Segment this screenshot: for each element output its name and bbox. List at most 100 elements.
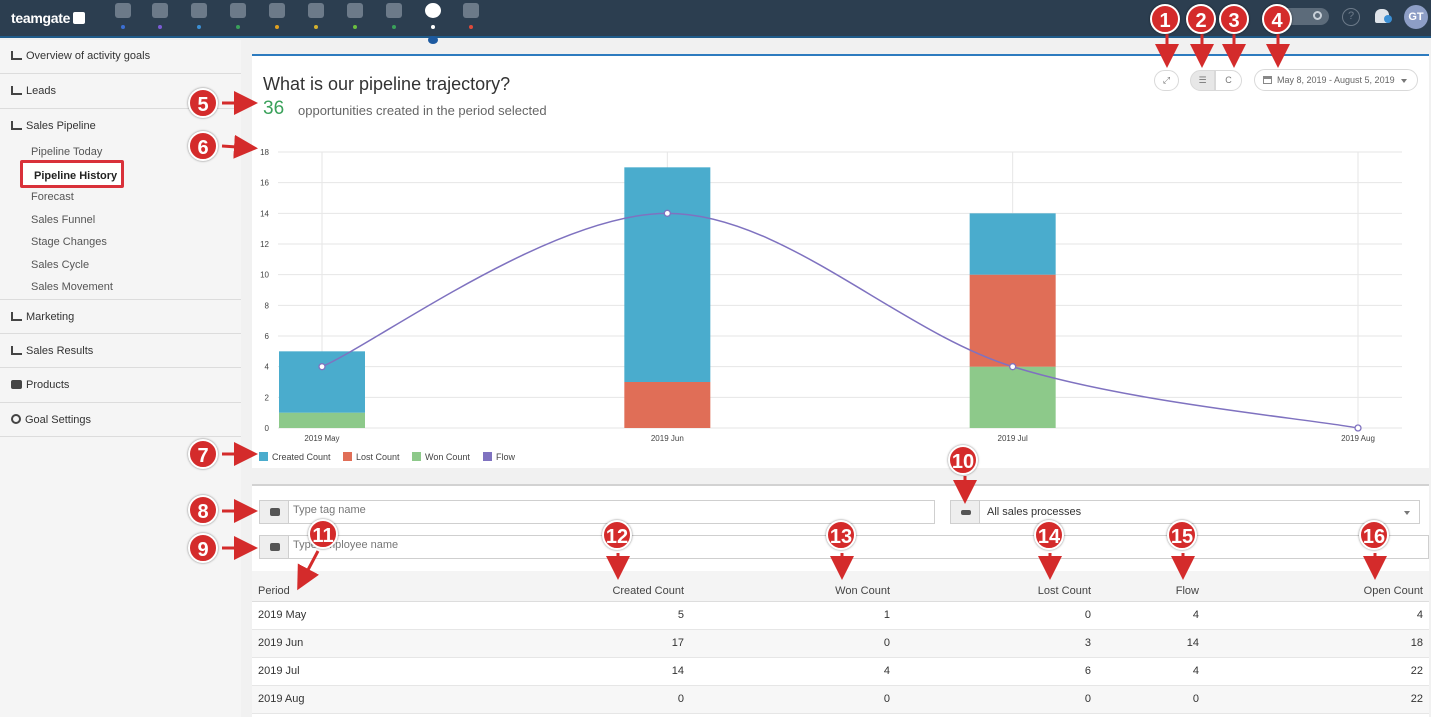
- table-row[interactable]: 2019 Jun 17 0 3 14 18: [252, 629, 1429, 658]
- table-row[interactable]: 2019 Aug 0 0 0 0 22: [252, 685, 1429, 714]
- reports-icon[interactable]: [422, 2, 444, 30]
- callout-8: 8: [188, 495, 218, 525]
- employee-input[interactable]: [293, 539, 693, 551]
- dashboard-icon-glyph: [115, 3, 131, 18]
- callout-4: 4: [1262, 4, 1292, 34]
- sidebar-item-sales-results[interactable]: Sales Results: [0, 334, 241, 368]
- table-cell: 0: [896, 601, 1097, 630]
- bar-won-count: [969, 366, 1056, 428]
- y-tick-label: 16: [260, 179, 269, 188]
- search-icon: [1313, 11, 1322, 20]
- box-icon: [11, 380, 22, 389]
- table-cell: 14: [402, 657, 690, 686]
- sidebar-item-overview[interactable]: Overview of activity goals: [0, 40, 241, 74]
- sidebar-sub-sales-cycle[interactable]: Sales Cycle: [31, 259, 90, 271]
- opportunities-count-label: opportunities created in the period sele…: [298, 103, 547, 118]
- sidebar-sub-stage-changes[interactable]: Stage Changes: [31, 236, 107, 248]
- bar-chart-icon: [11, 312, 22, 321]
- table-header-row: Period Created Count Won Count Lost Coun…: [252, 571, 1429, 602]
- table-cell: 18: [1205, 629, 1429, 658]
- sidebar-sub-sales-funnel[interactable]: Sales Funnel: [31, 214, 96, 226]
- table-row[interactable]: 2019 May 5 1 0 4 4: [252, 601, 1429, 630]
- sidebar-item-goal-settings[interactable]: Goal Settings: [0, 403, 241, 437]
- nav-dot: [121, 25, 125, 29]
- list-view-button[interactable]: ☰: [1190, 70, 1215, 91]
- user-avatar[interactable]: GT: [1404, 5, 1428, 29]
- nav-dot: [158, 25, 162, 29]
- col-flow[interactable]: Flow: [1097, 571, 1205, 602]
- nav-dot: [236, 25, 240, 29]
- bar-chart-icon: [11, 121, 22, 130]
- col-open-count[interactable]: Open Count: [1205, 571, 1429, 602]
- bar-created-count: [279, 351, 365, 413]
- callout-12: 12: [602, 520, 632, 550]
- table-cell: 14: [1097, 629, 1205, 658]
- callout-9: 9: [188, 533, 218, 563]
- dashboard-icon[interactable]: [112, 2, 134, 30]
- y-tick-label: 6: [265, 332, 270, 341]
- sidebar-item-products[interactable]: Products: [0, 368, 241, 403]
- callout-7: 7: [188, 439, 218, 469]
- mail-icon[interactable]: [460, 2, 482, 30]
- sidebar-sub-forecast[interactable]: Forecast: [31, 191, 74, 203]
- leads-icon[interactable]: [188, 2, 210, 30]
- nav-dot: [275, 25, 279, 29]
- calendar-icon[interactable]: [305, 2, 327, 30]
- callout-5: 5: [188, 88, 218, 118]
- notifications-bell-icon[interactable]: [1375, 9, 1392, 23]
- flow-point: [318, 363, 326, 371]
- col-won-count[interactable]: Won Count: [690, 571, 896, 602]
- x-tick-label: 2019 May: [304, 434, 339, 443]
- nav-dot: [353, 25, 357, 29]
- briefcase-icon[interactable]: [266, 2, 288, 30]
- legend-swatch: [412, 452, 421, 461]
- logo-mark-icon: [73, 12, 86, 24]
- col-lost-count[interactable]: Lost Count: [896, 571, 1097, 602]
- target-icon[interactable]: [149, 2, 171, 30]
- nav-dot: [197, 25, 201, 29]
- table-row[interactable]: 2019 Jul 14 4 6 4 22: [252, 657, 1429, 686]
- sidebar-item-marketing[interactable]: Marketing: [0, 300, 241, 334]
- callout-15: 15: [1167, 520, 1197, 550]
- table-cell: 3: [896, 629, 1097, 658]
- dollar-icon[interactable]: [227, 2, 249, 30]
- col-created-count[interactable]: Created Count: [402, 571, 690, 602]
- x-tick-label: 2019 Jul: [998, 434, 1028, 443]
- active-nav-marker: [428, 36, 438, 44]
- table-cell: 4: [1097, 601, 1205, 630]
- tag-input[interactable]: [293, 504, 693, 516]
- x-tick-label: 2019 Jun: [651, 434, 684, 443]
- date-range-picker[interactable]: May 8, 2019 - August 5, 2019: [1254, 69, 1418, 91]
- y-tick-label: 8: [265, 301, 270, 310]
- callout-10: 10: [948, 445, 978, 475]
- help-icon[interactable]: ?: [1342, 8, 1360, 26]
- sidebar-sub-sales-movement[interactable]: Sales Movement: [31, 281, 113, 293]
- tag-icon: [260, 501, 289, 523]
- docs-icon[interactable]: [383, 2, 405, 30]
- y-tick-label: 4: [265, 363, 270, 372]
- table-cell: 4: [1205, 601, 1429, 630]
- nav-dot: [314, 25, 318, 29]
- col-period[interactable]: Period: [252, 571, 402, 602]
- mail-icon-glyph: [463, 3, 479, 18]
- table-cell: 0: [690, 685, 896, 714]
- table-cell: 0: [690, 629, 896, 658]
- callout-2: 2: [1186, 4, 1216, 34]
- users-icon: [260, 536, 289, 558]
- lock-icon[interactable]: [344, 2, 366, 30]
- legend-label: Lost Count: [356, 452, 400, 462]
- sidebar-sub-pipeline-today[interactable]: Pipeline Today: [31, 146, 103, 158]
- bar-won-count: [279, 412, 365, 428]
- sidebar-sub-pipeline-history[interactable]: Pipeline History: [20, 160, 124, 188]
- teamgate-logo[interactable]: teamgate: [11, 10, 86, 26]
- sidebar-item-sales-pipeline[interactable]: Sales Pipeline: [0, 109, 241, 300]
- callout-16: 16: [1359, 520, 1389, 550]
- sidebar-item-leads[interactable]: Leads: [0, 74, 241, 109]
- pipeline-table: Period Created Count Won Count Lost Coun…: [252, 571, 1429, 714]
- lock-icon-glyph: [347, 3, 363, 18]
- y-tick-label: 0: [265, 424, 270, 433]
- refresh-button[interactable]: C: [1215, 70, 1242, 91]
- expand-button[interactable]: ⤢: [1154, 70, 1179, 91]
- tag-filter[interactable]: [259, 500, 935, 524]
- sales-process-value: All sales processes: [987, 506, 1082, 518]
